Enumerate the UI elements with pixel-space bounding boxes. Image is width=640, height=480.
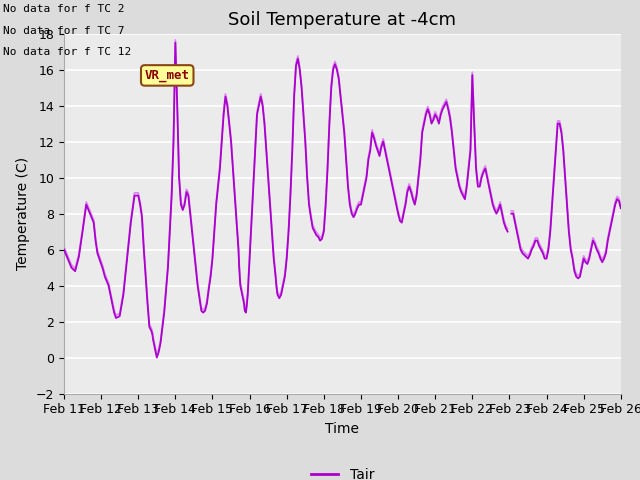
- Text: No data for f TC 7: No data for f TC 7: [3, 25, 125, 36]
- Legend: Tair: Tair: [305, 462, 380, 480]
- Y-axis label: Temperature (C): Temperature (C): [17, 157, 30, 270]
- X-axis label: Time: Time: [325, 422, 360, 436]
- Text: No data for f TC 12: No data for f TC 12: [3, 47, 131, 57]
- Text: VR_met: VR_met: [145, 69, 189, 82]
- Title: Soil Temperature at -4cm: Soil Temperature at -4cm: [228, 11, 456, 29]
- Text: No data for f TC 2: No data for f TC 2: [3, 4, 125, 14]
